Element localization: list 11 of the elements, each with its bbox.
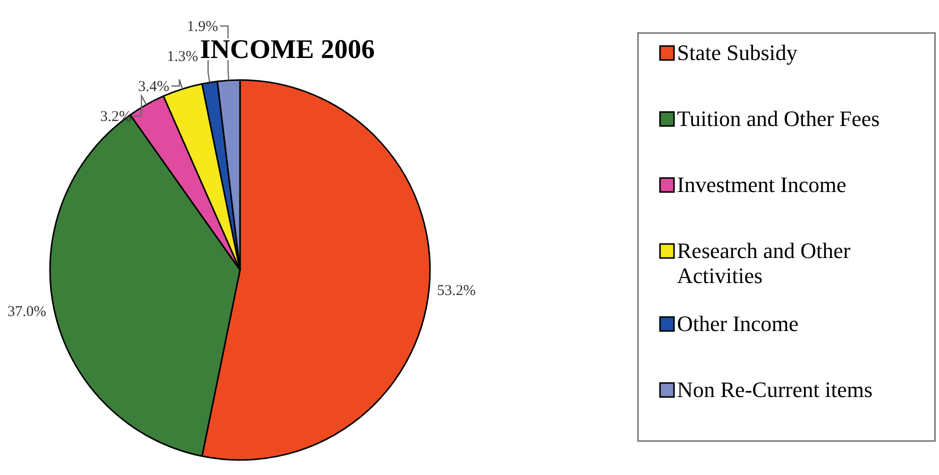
legend-label: State Subsidy xyxy=(677,40,798,65)
data-label: 3.4% xyxy=(138,79,170,95)
legend-label: Research and Other Activities xyxy=(677,238,852,288)
legend-label: Other Income xyxy=(677,311,799,336)
data-label: 1.3% xyxy=(166,49,198,65)
legend-label: Tuition and Other Fees xyxy=(677,106,880,131)
legend-label: Non Re-Current items xyxy=(677,377,873,402)
data-label: 1.9% xyxy=(186,19,218,35)
data-label: 37.0% xyxy=(7,304,46,320)
legend-label: Investment Income xyxy=(677,172,846,197)
data-label: 53.2% xyxy=(437,282,476,299)
